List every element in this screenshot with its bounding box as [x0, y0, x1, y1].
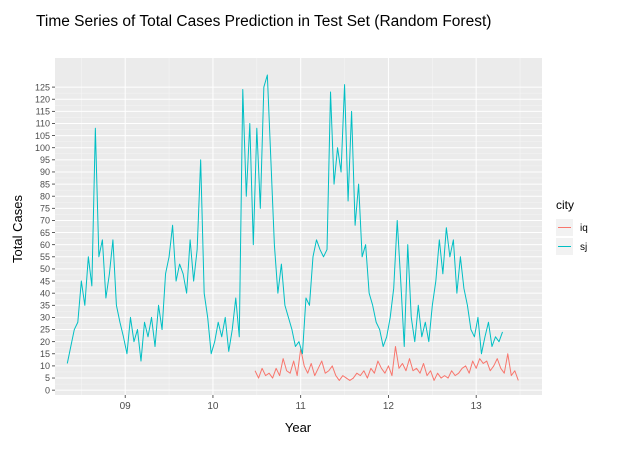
x-tick-label: 11 — [295, 401, 306, 412]
y-tick-label: 70 — [40, 216, 50, 226]
y-tick-label: 95 — [40, 155, 50, 165]
series-line-sj — [66, 74, 503, 364]
x-axis-ticks: 09 10 11 12 13 — [120, 395, 483, 412]
y-tick-label: 0 — [45, 385, 50, 395]
x-axis-label: Year — [285, 420, 312, 435]
major-gridlines — [55, 58, 542, 395]
y-tick-label: 105 — [35, 131, 50, 141]
chart-title: Time Series of Total Cases Prediction in… — [36, 13, 491, 30]
y-tick-label: 60 — [40, 240, 50, 250]
y-tick-label: 110 — [36, 119, 50, 129]
y-tick-label: 115 — [36, 107, 50, 117]
y-tick-label: 40 — [40, 288, 50, 298]
y-tick-label: 55 — [40, 252, 50, 262]
legend-title: city — [556, 198, 574, 212]
y-tick-label: 15 — [40, 349, 50, 359]
legend: city iq sj — [556, 198, 588, 255]
legend-keys: iq sj — [556, 219, 588, 255]
y-tick-label: 85 — [40, 179, 50, 189]
y-axis-ticks: 0 5 10 15 20 25 30 35 40 45 50 55 60 65 70 75 80 85 90 95 10… — [35, 82, 55, 395]
y-tick-label: 35 — [40, 300, 50, 310]
y-tick-label: 10 — [40, 361, 50, 371]
y-tick-label: 30 — [40, 313, 50, 323]
y-tick-label: 25 — [40, 325, 50, 335]
x-tick-label: 09 — [120, 401, 132, 412]
y-tick-label: 125 — [35, 82, 50, 92]
legend-label-iq: iq — [580, 223, 588, 234]
y-tick-label: 100 — [35, 143, 50, 153]
series-lines — [66, 74, 519, 381]
y-tick-label: 50 — [40, 264, 50, 274]
x-tick-label: 10 — [207, 401, 219, 412]
y-tick-label: 45 — [40, 276, 50, 286]
legend-label-sj: sj — [580, 242, 587, 253]
y-tick-label: 75 — [40, 204, 50, 214]
y-tick-label: 90 — [40, 167, 50, 177]
x-tick-label: 12 — [383, 401, 395, 412]
x-tick-label: 13 — [471, 401, 483, 412]
y-tick-label: 80 — [40, 191, 50, 201]
y-tick-label: 5 — [45, 373, 50, 383]
minor-gridlines — [55, 58, 542, 395]
series-line-iq — [254, 346, 519, 381]
y-tick-label: 20 — [40, 337, 50, 347]
y-tick-label: 120 — [35, 94, 50, 104]
y-tick-label: 65 — [40, 228, 50, 238]
y-axis-label: Total Cases — [10, 195, 25, 263]
